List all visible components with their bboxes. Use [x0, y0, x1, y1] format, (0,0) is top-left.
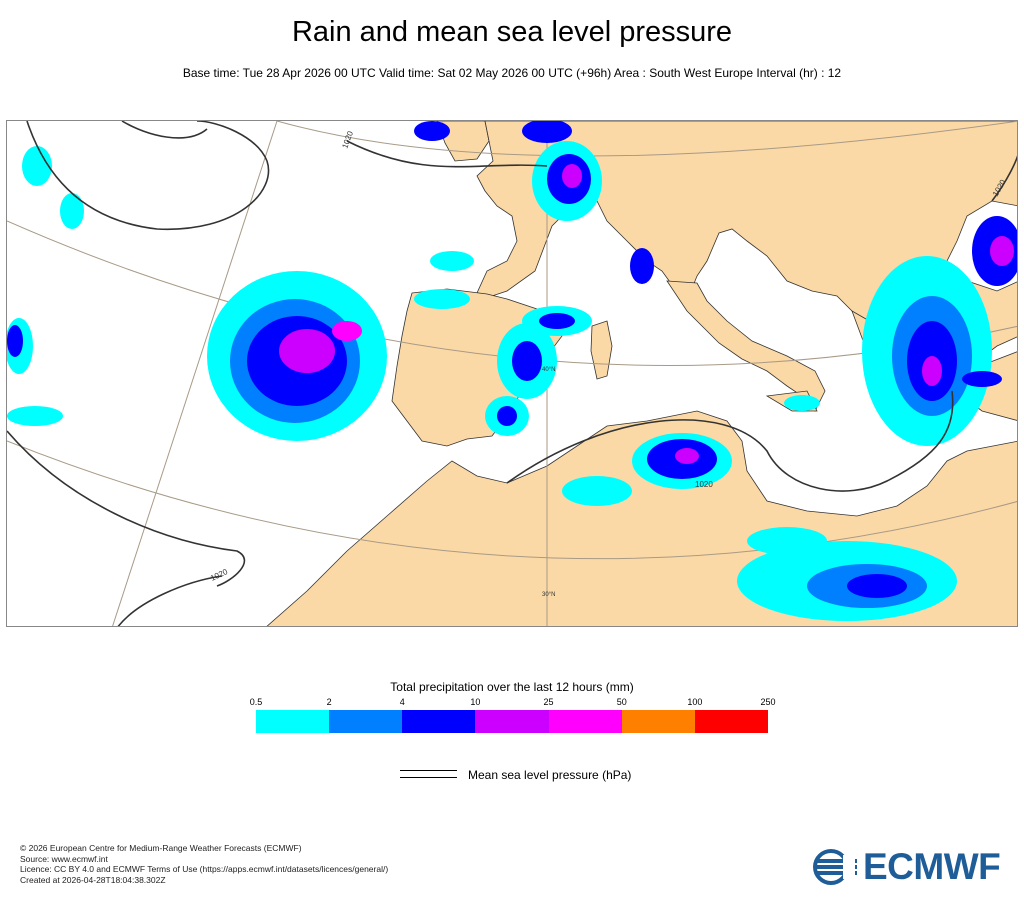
- isobar-label: 1020: [695, 480, 713, 489]
- map-svg: 1020 1020 1020 1020 40°N 30°N: [7, 121, 1017, 626]
- isobars: [7, 121, 1017, 626]
- isobar-label: 1020: [340, 129, 355, 149]
- legend-color-swatch: [256, 710, 330, 733]
- legend-color-swatch: [402, 710, 476, 733]
- legend-color-scale: [256, 710, 768, 733]
- legend-title: Total precipitation over the last 12 hou…: [390, 680, 634, 694]
- legend-threshold-label: 2: [326, 697, 332, 707]
- isobar-label: 1020: [209, 567, 229, 583]
- chart-title: Rain and mean sea level pressure: [291, 16, 733, 48]
- legend-threshold-label: 250: [760, 697, 776, 707]
- legend-threshold-label: 50: [616, 697, 627, 707]
- legend-threshold-label: 100: [687, 697, 703, 707]
- latitude-label: 30°N: [542, 592, 555, 598]
- latitude-label: 40°N: [542, 367, 555, 373]
- ecmwf-logo: ECMWF: [813, 846, 1001, 888]
- footer: © 2026 European Centre for Medium-Range …: [20, 843, 388, 885]
- legend-color-swatch: [694, 710, 768, 733]
- legend-threshold-label: 25: [543, 697, 554, 707]
- legend-color-swatch: [475, 710, 549, 733]
- source-line: Source: www.ecmwf.int: [20, 853, 108, 864]
- precipitation-areas: [7, 121, 1017, 621]
- created-line: Created at 2026-04-28T18:04:38.302Z: [20, 874, 166, 885]
- licence-line: Licence: CC BY 4.0 and ECMWF Terms of Us…: [20, 864, 389, 874]
- legend-threshold-label: 0.5: [249, 697, 263, 707]
- weather-map: 1020 1020 1020 1020 40°N 30°N: [6, 120, 1018, 627]
- legend-threshold-label: 10: [470, 697, 481, 707]
- legend-color-swatch: [329, 710, 403, 733]
- ecmwf-logo-text: ECMWF: [863, 846, 1001, 887]
- legend-isobar-line: [400, 770, 457, 771]
- chart-subtitle: Base time: Tue 28 Apr 2026 00 UTC Valid …: [182, 66, 842, 80]
- legend-threshold-label: 4: [399, 697, 405, 707]
- legend-isobar-line: [400, 777, 457, 778]
- copyright-line: © 2026 European Centre for Medium-Range …: [20, 843, 302, 853]
- land-sardinia: [590, 320, 613, 380]
- legend-color-swatch: [548, 710, 622, 733]
- ecmwf-logo-icon: [813, 849, 857, 885]
- legend-color-swatch: [621, 710, 695, 733]
- legend-isobar-label: Mean sea level pressure (hPa): [468, 768, 632, 782]
